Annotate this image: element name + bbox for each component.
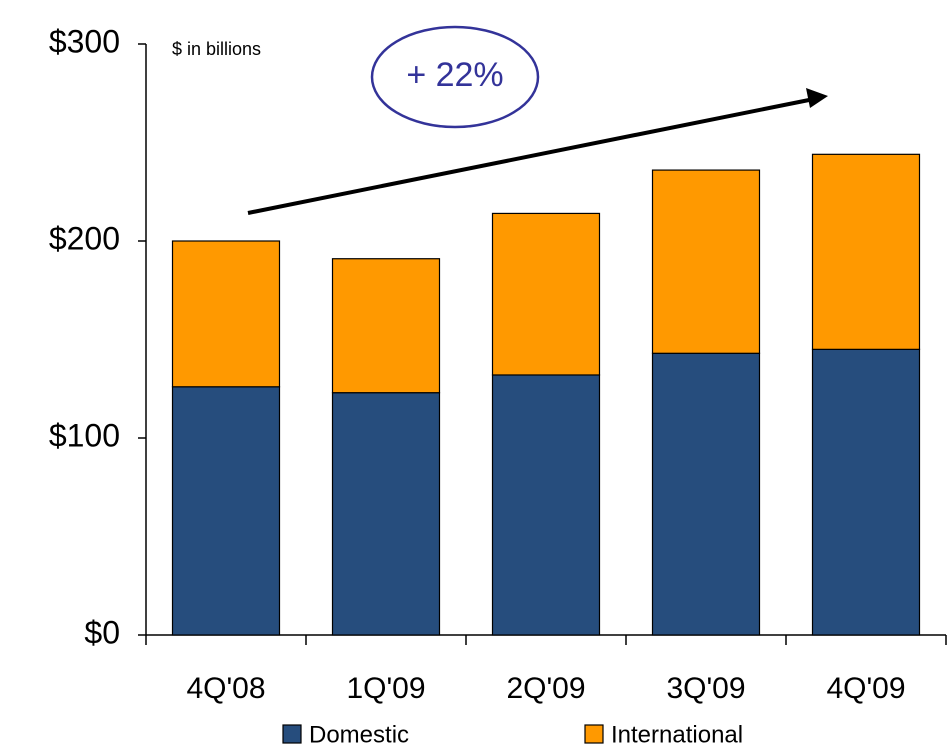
- arrow-head: [806, 88, 828, 108]
- bar-segment: [491, 212, 601, 376]
- legend-swatch: [584, 724, 604, 744]
- y-tick-label: $200: [49, 220, 120, 256]
- bar-segment: [811, 348, 921, 636]
- bar-segment: [331, 258, 441, 394]
- bar-segment: [651, 352, 761, 636]
- bar-segment: [171, 240, 281, 388]
- unit-note: $ in billions: [172, 39, 261, 59]
- x-tick-label: 3Q'09: [666, 672, 745, 705]
- y-tick-label: $300: [49, 23, 120, 59]
- bar-segment: [651, 169, 761, 354]
- x-tick-label: 2Q'09: [506, 672, 585, 705]
- y-tick-label: $100: [49, 417, 120, 453]
- legend-label: International: [611, 721, 743, 748]
- x-tick-label: 4Q'09: [826, 672, 905, 705]
- x-tick-label: 1Q'09: [346, 672, 425, 705]
- growth-label: + 22%: [406, 56, 503, 94]
- x-tick-label: 4Q'08: [186, 672, 265, 705]
- legend-swatch: [282, 724, 302, 744]
- bar-segment: [491, 374, 601, 636]
- bar-segment: [811, 153, 921, 350]
- callout-ellipse: [370, 25, 540, 129]
- y-tick-label: $0: [84, 614, 120, 650]
- legend-label: Domestic: [309, 721, 409, 748]
- bar-segment: [171, 386, 281, 636]
- trend-arrow: [247, 97, 815, 215]
- bar-segment: [331, 392, 441, 636]
